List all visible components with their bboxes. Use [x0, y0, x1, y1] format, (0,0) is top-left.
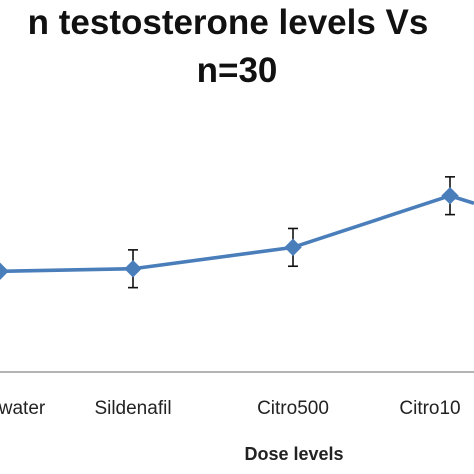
chart-title-line-2: n=30: [197, 51, 278, 90]
x-axis-label: Dose levels: [244, 444, 343, 464]
data-point: [284, 238, 302, 257]
chart-title: n testosterone levels Vs n=30: [28, 3, 429, 90]
series-layer: [0, 176, 474, 289]
x-tick-labels: water Sildenafil Citro500 Citro10: [0, 398, 461, 419]
data-point: [441, 187, 459, 205]
data-point: [0, 262, 9, 280]
chart-title-line-1: n testosterone levels Vs: [28, 3, 429, 42]
x-tick-label: Citro10: [399, 398, 460, 419]
x-tick-label: Citro500: [257, 398, 329, 419]
x-tick-label: Sildenafil: [94, 398, 171, 419]
data-point: [124, 260, 142, 278]
x-tick-label: water: [0, 398, 46, 419]
series-line: [0, 193, 474, 274]
